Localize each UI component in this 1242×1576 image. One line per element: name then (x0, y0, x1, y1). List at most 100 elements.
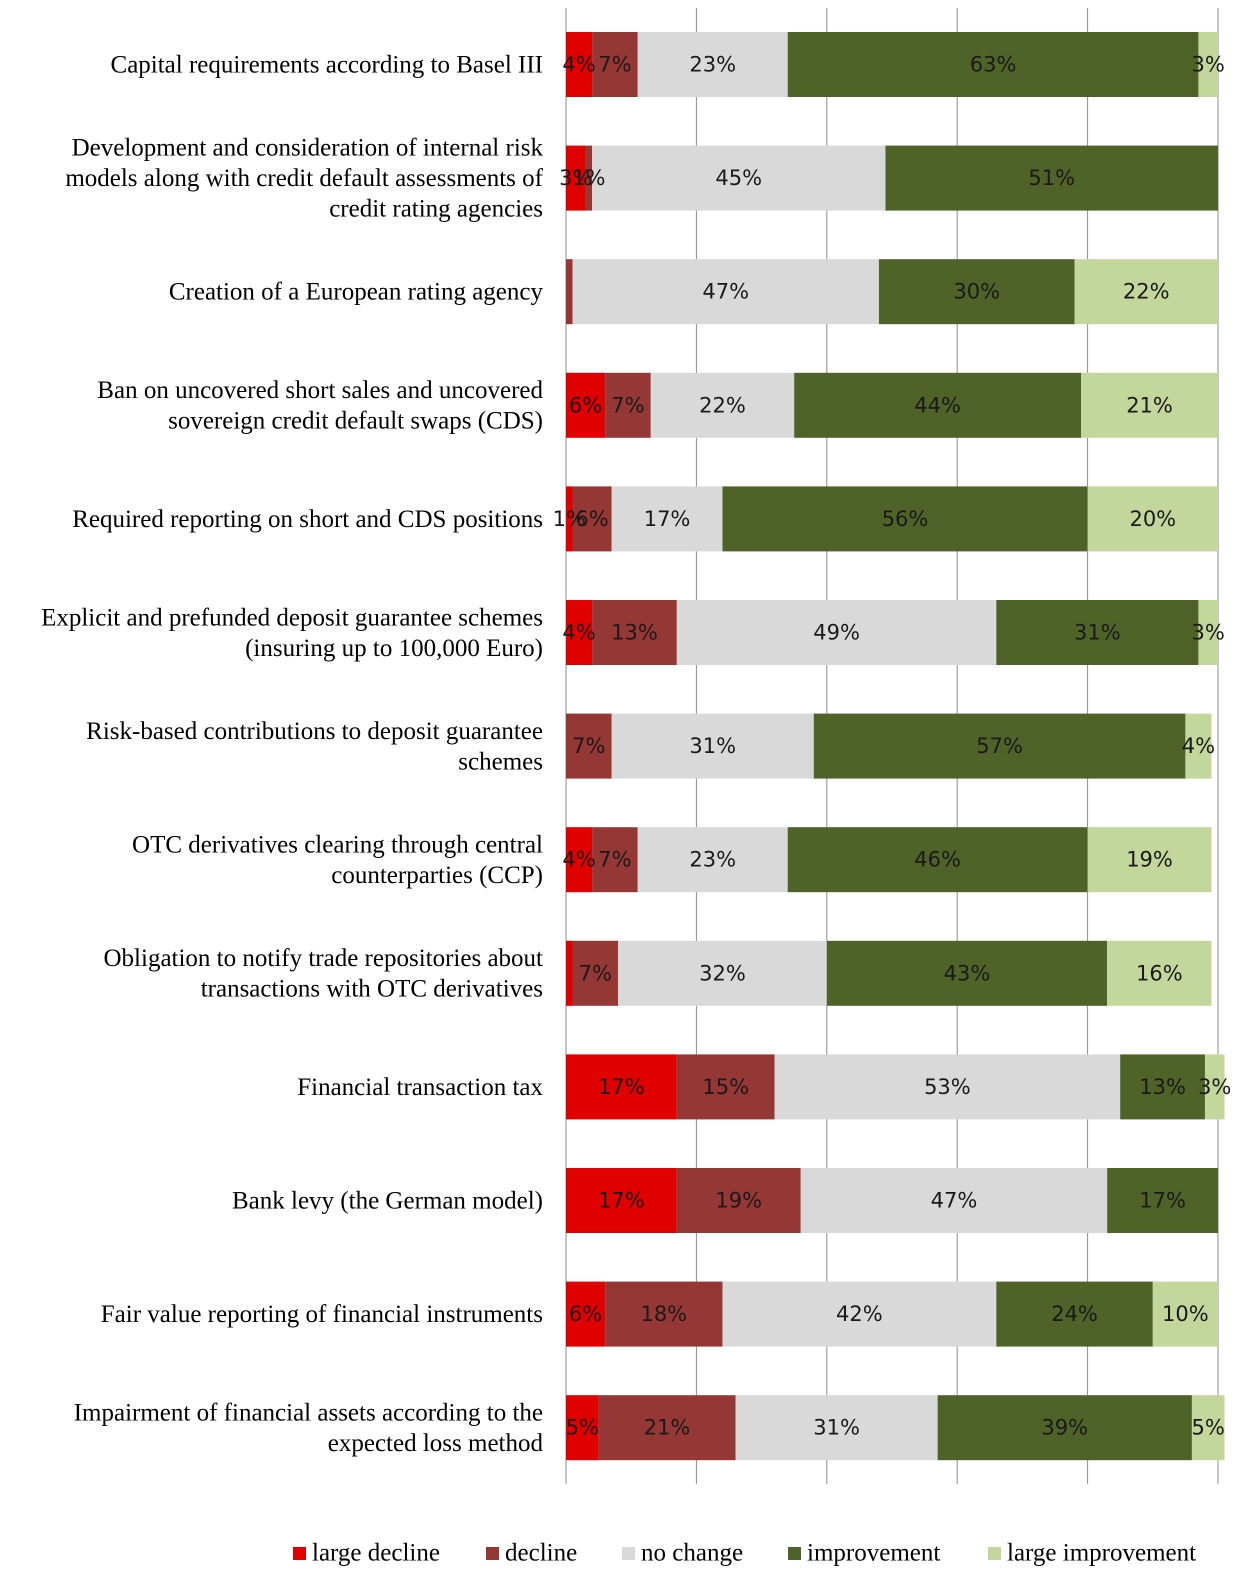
category-label: Bank levy (the German model) (232, 1187, 543, 1214)
bar-segment (800, 1168, 1108, 1233)
bar-segment (1087, 827, 1212, 893)
data-label: 1% (572, 166, 605, 190)
data-label: 5% (1192, 1416, 1225, 1440)
category-label: Impairment of financial assets according… (74, 1399, 544, 1457)
bar-segment (1107, 1168, 1218, 1233)
data-label: 3% (559, 166, 592, 190)
legend: large decline decline no change improvement… (293, 1540, 1196, 1567)
bar-segment (787, 827, 1088, 893)
data-label: 46% (914, 848, 961, 872)
bar-segment (592, 32, 638, 97)
bar-segment (566, 1168, 677, 1233)
bar-segment (637, 32, 788, 97)
data-label: 57% (976, 734, 1023, 758)
category-label: OTC derivatives clearing through central… (132, 831, 543, 889)
bar-segment (592, 600, 677, 665)
bar-segment (592, 827, 638, 893)
bar-segment (572, 486, 612, 552)
data-label: 22% (699, 393, 746, 417)
data-label: 56% (882, 507, 929, 531)
data-label: 44% (914, 393, 961, 417)
data-label: 45% (715, 166, 762, 190)
bar-segment (566, 827, 593, 893)
bar-segment (611, 713, 814, 779)
data-label: 7% (598, 53, 631, 77)
bar-segment (566, 1054, 677, 1120)
data-label: 19% (1126, 848, 1173, 872)
data-label: 23% (689, 53, 736, 77)
data-label: 47% (702, 280, 749, 304)
category-label: Creation of a European rating agency (169, 278, 544, 305)
bar-segment (1107, 940, 1212, 1006)
bar-segment (735, 1395, 938, 1461)
data-label: 16% (1136, 961, 1183, 985)
legend-label: improvement (807, 1540, 940, 1567)
legend-swatch (293, 1547, 306, 1560)
legend-label: decline (505, 1540, 577, 1567)
data-label: 13% (1139, 1075, 1186, 1099)
data-label: 4% (562, 621, 595, 645)
legend-swatch (486, 1547, 499, 1560)
bar-segment (566, 600, 593, 665)
category-label: Capital requirements according to Basel … (111, 51, 543, 78)
bar-segment (566, 145, 586, 211)
bar-segment (996, 600, 1199, 665)
category-labels: Capital requirements according to Basel … (41, 51, 544, 1456)
bars (566, 32, 1225, 1461)
data-label: 47% (931, 1189, 978, 1213)
bar-segment (566, 259, 573, 325)
bar-segment (1204, 1054, 1225, 1120)
bar-segment (787, 32, 1199, 97)
bar-segment (794, 372, 1082, 438)
category-label: Explicit and prefunded deposit guarantee… (41, 604, 543, 662)
data-label: 7% (572, 734, 605, 758)
data-label: 17% (598, 1075, 645, 1099)
bar-segment (676, 1168, 801, 1233)
data-label: 6% (569, 393, 602, 417)
data-label: 4% (562, 53, 595, 77)
data-label: 4% (1182, 734, 1215, 758)
legend-swatch (622, 1547, 635, 1560)
bar-labels: 4% 7% 23% 63% 3%3%1% 45% 51%47% 30% 22%6% 7% 22% 44… (553, 53, 1232, 1440)
bar-segment (722, 486, 1088, 552)
data-label: 15% (702, 1075, 749, 1099)
data-label: 3% (1198, 1075, 1231, 1099)
bar-segment (676, 1054, 775, 1120)
data-label: 4% (562, 848, 595, 872)
data-label: 21% (1126, 393, 1173, 417)
category-label: Risk-based contributions to deposit guar… (86, 717, 543, 775)
bar-segment (1191, 1395, 1225, 1461)
bar-segment (937, 1395, 1192, 1461)
data-label: 20% (1129, 507, 1176, 531)
data-label: 17% (644, 507, 691, 531)
bar-segment (572, 259, 879, 325)
bar-segment (592, 145, 886, 211)
bar-segment (566, 1395, 599, 1461)
bar-segment (1152, 1281, 1218, 1347)
bar-segment (885, 145, 1218, 211)
bar-segment (566, 372, 606, 438)
bar-segment (722, 1281, 997, 1347)
bar-segment (585, 145, 593, 211)
data-label: 3% (1192, 621, 1225, 645)
data-label: 7% (611, 393, 644, 417)
bar-segment (826, 940, 1108, 1006)
data-label: 31% (813, 1416, 860, 1440)
bar-segment (1081, 372, 1218, 438)
bar-segment (566, 940, 573, 1006)
data-label: 49% (813, 621, 860, 645)
bar-segment (618, 940, 827, 1006)
data-label: 31% (1074, 621, 1121, 645)
data-label: 1% (553, 507, 586, 531)
bar-segment (1198, 600, 1218, 665)
data-label: 3% (1192, 53, 1225, 77)
data-label: 23% (689, 848, 736, 872)
category-label: Financial transaction tax (297, 1073, 543, 1100)
data-label: 17% (1139, 1189, 1186, 1213)
bar-segment (1074, 259, 1218, 325)
data-label: 7% (579, 961, 612, 985)
data-label: 19% (715, 1189, 762, 1213)
bar-segment (1185, 713, 1212, 779)
bar-segment (605, 1281, 723, 1347)
